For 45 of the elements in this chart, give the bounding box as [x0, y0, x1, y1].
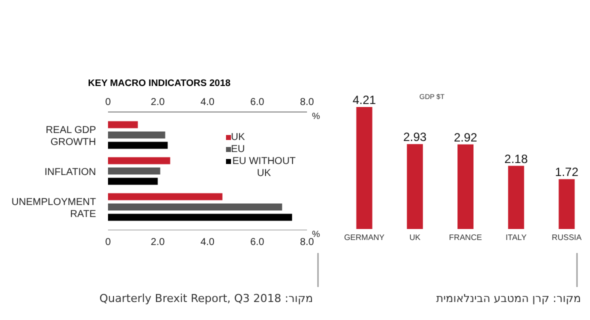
x-tick-label: RUSSIA: [552, 233, 582, 242]
x2-tick-label: 8.0: [300, 97, 314, 108]
x-tick-label: 2.0: [150, 237, 166, 248]
y-tick-label: UNEMPLOYMENT RATE: [12, 197, 96, 220]
bar: [108, 193, 222, 200]
bar: [108, 132, 166, 138]
bar: [508, 166, 524, 229]
x2-tick-label: 0: [105, 97, 112, 108]
bar: [108, 178, 158, 185]
text: מקור: קרן המטבע הבינלאומית: [436, 292, 581, 305]
x2-tick-label: 2.0: [150, 97, 166, 108]
bar: [108, 121, 138, 128]
text: מקור: Quarterly Brexit Report, Q3 2018: [99, 292, 313, 305]
x2-tick-label: 4.0: [200, 97, 215, 108]
data-label: 2.18: [504, 152, 528, 166]
legend-label: UK: [231, 132, 246, 143]
x-axis-title: %: [312, 229, 320, 239]
data-label: 1.72: [555, 165, 579, 180]
x-tick-label: 6.0: [250, 237, 265, 248]
y-tick-label: REAL GDP GROWTH: [46, 125, 96, 148]
x-tick-label: UK: [409, 233, 422, 242]
x-tick-label: 0: [105, 237, 112, 248]
bar: [108, 157, 170, 164]
bar: [356, 107, 372, 229]
bar: [558, 179, 575, 229]
x-tick-label: ITALY: [506, 233, 528, 242]
x2-tick-label: 6.0: [250, 97, 265, 108]
x-tick-label: 4.0: [200, 237, 215, 248]
bar: [406, 144, 423, 229]
x2-axis-title: %: [312, 111, 320, 121]
chart-title: KEY MACRO INDICATORS 2018: [88, 78, 231, 89]
bar: [108, 168, 160, 174]
legend-label: EU WITHOUT UK: [232, 156, 296, 179]
bar: [458, 144, 474, 229]
data-label: 2.93: [403, 130, 427, 144]
data-label: 4.21: [352, 93, 376, 107]
bar: [108, 214, 292, 221]
x-tick-label: FRANCE: [449, 233, 482, 242]
y-tick-label: INFLATION: [44, 167, 96, 178]
legend-label: EU: [231, 144, 245, 155]
x-tick-label: 8.0: [300, 237, 314, 248]
data-label: 2.92: [454, 130, 478, 144]
bar: [108, 142, 168, 149]
bar: [108, 204, 282, 210]
x-tick-label: GERMANY: [344, 233, 386, 242]
